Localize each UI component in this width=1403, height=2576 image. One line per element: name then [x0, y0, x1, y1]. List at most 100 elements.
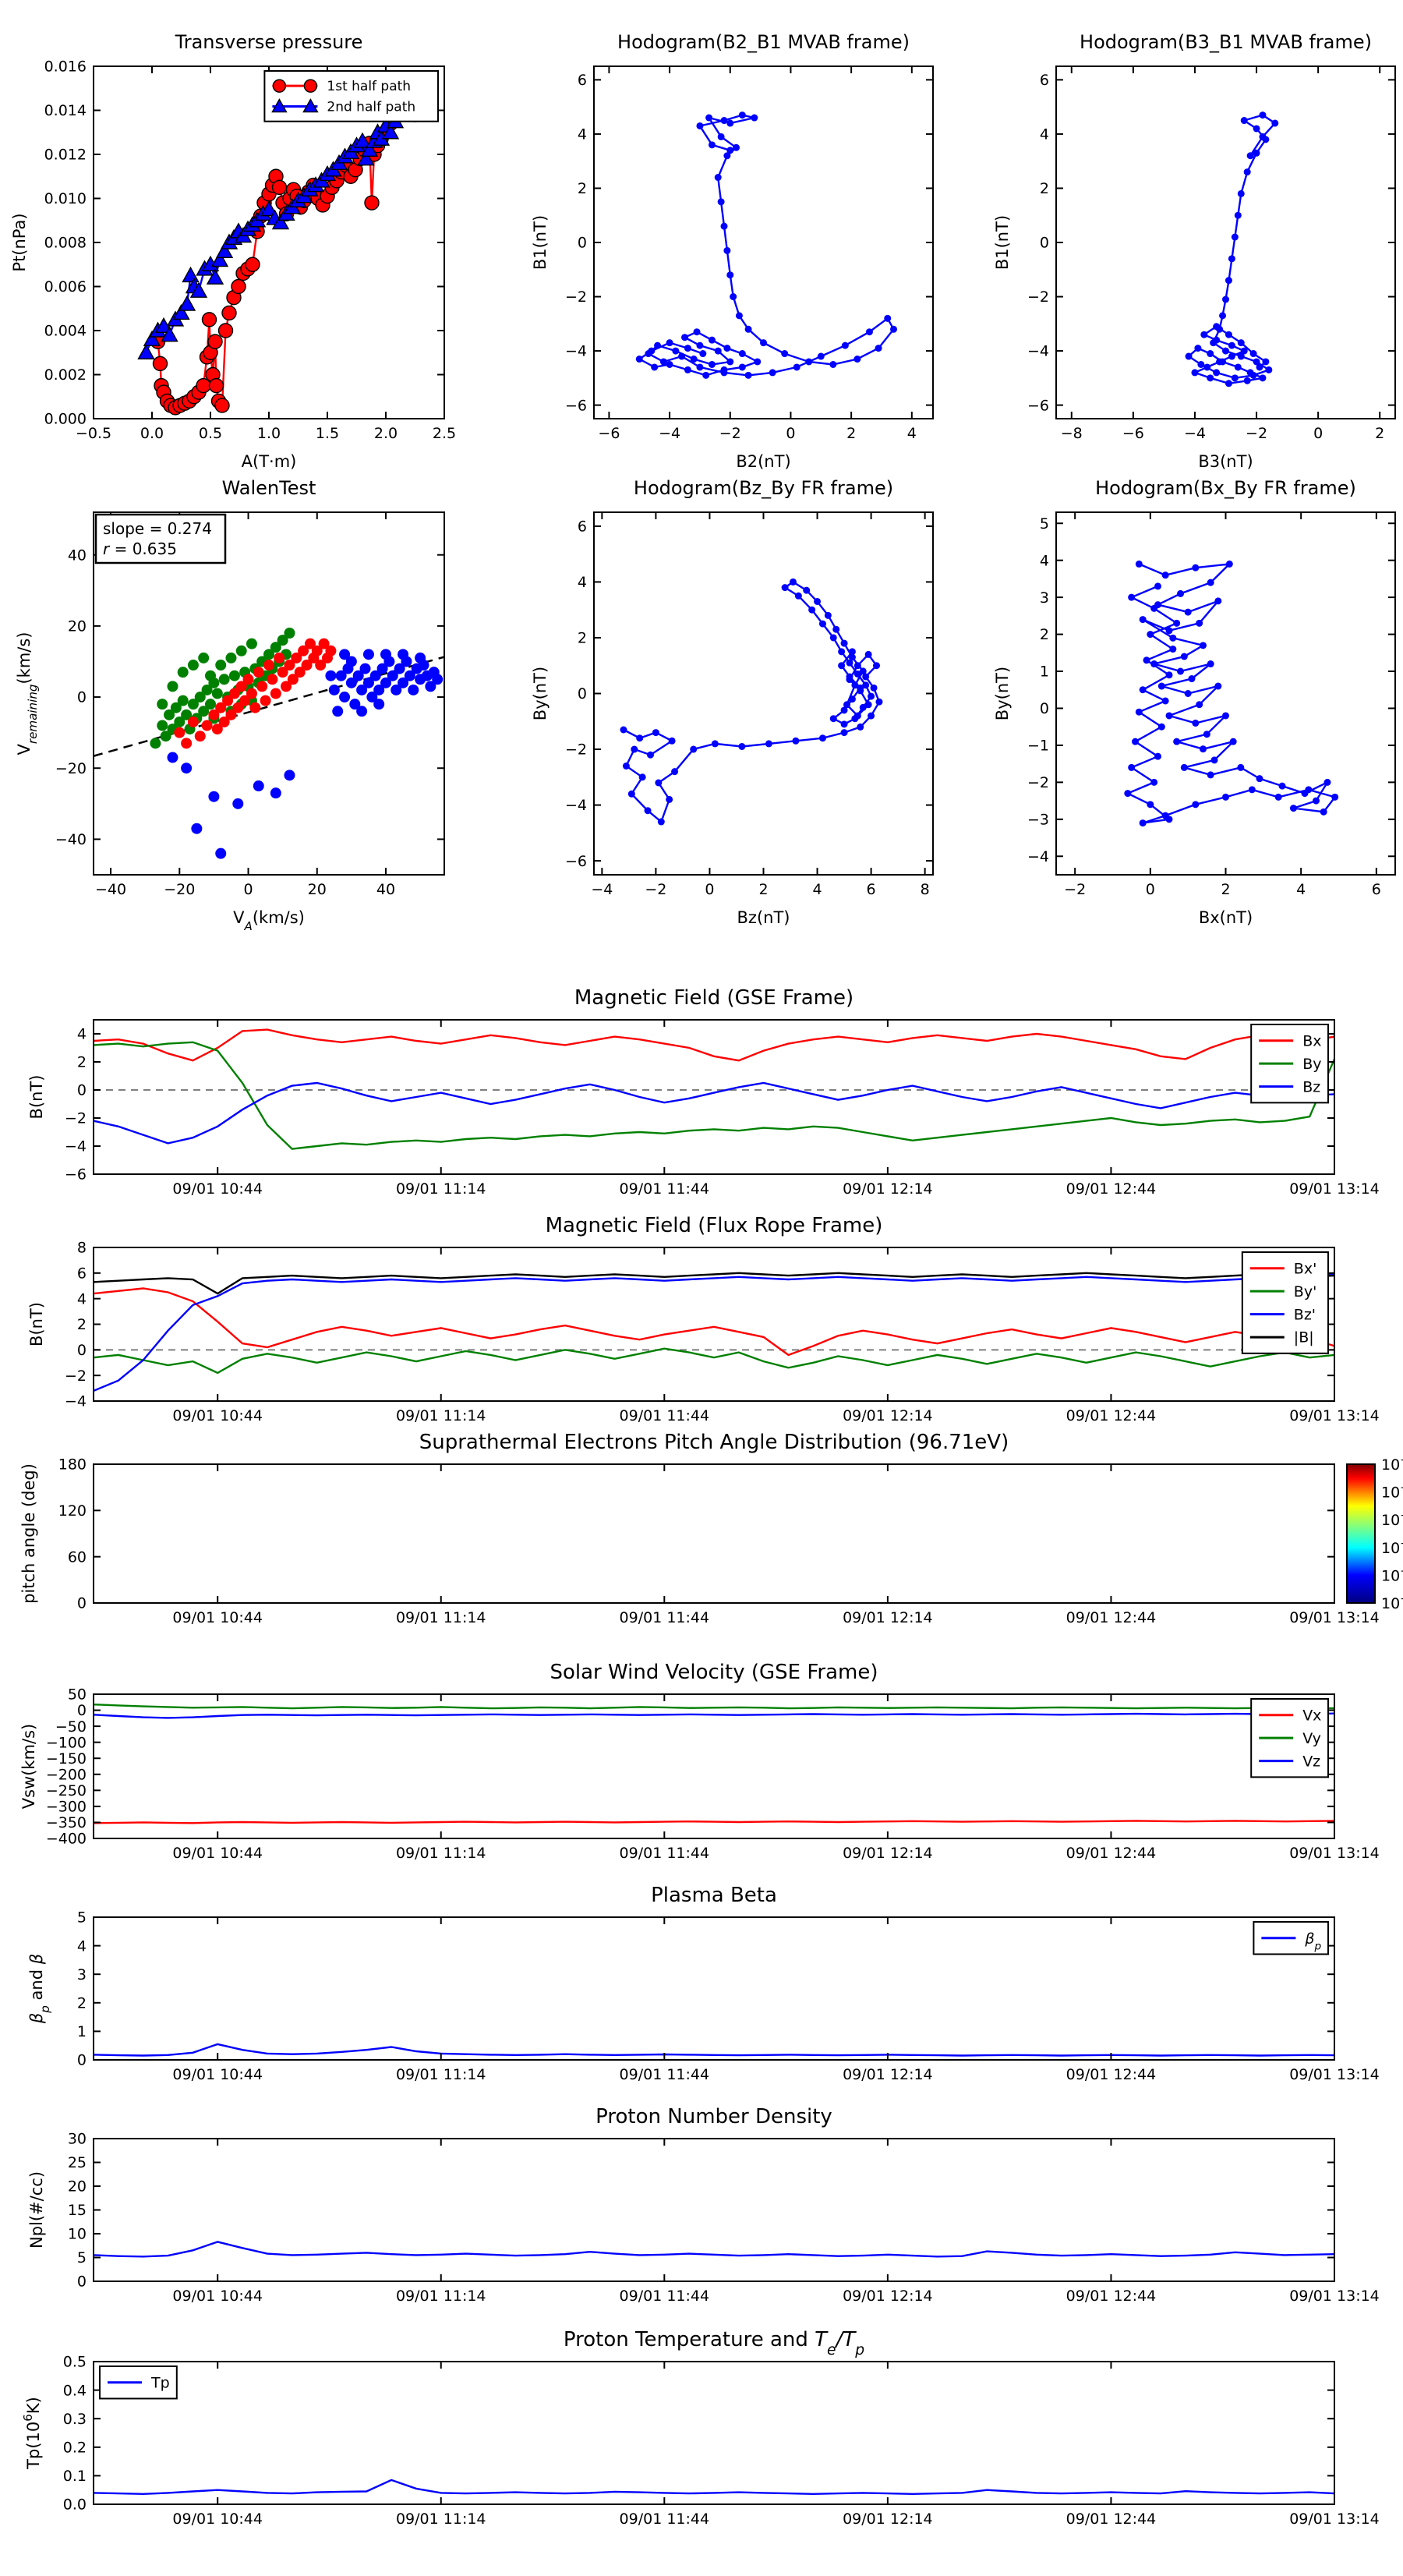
- walen-test-annotation: slope = 0.274 r = 0.635: [94, 513, 227, 564]
- series-beta-p: [94, 2043, 1334, 2057]
- x-tick-label: 09/01 12:14: [843, 2066, 933, 2083]
- y-tick-label: −2: [565, 288, 587, 306]
- proton-density-title: Proton Number Density: [595, 2105, 832, 2128]
- x-tick-label: 0: [243, 881, 253, 898]
- x-tick-label: −4: [591, 881, 613, 898]
- hodogram-bx-by-plot-area: [1124, 560, 1339, 827]
- y-tick-label: 0.5: [63, 2354, 87, 2371]
- series-bzby-path: [620, 578, 883, 826]
- colorbar-tick-label: 10−26: [1381, 1454, 1403, 1474]
- y-tick-label: −6: [565, 397, 587, 414]
- hodogram-b3-b1-plot-area: [1185, 111, 1279, 387]
- series-Bz: [94, 1081, 1334, 1145]
- y-tick-label: −4: [1027, 848, 1049, 865]
- x-tick-label: 09/01 13:14: [1289, 1845, 1380, 1862]
- x-tick-label: 09/01 10:44: [172, 2288, 263, 2305]
- y-tick-label: 3: [1040, 589, 1049, 607]
- y-tick-label: 40: [68, 547, 87, 564]
- series-Npl: [94, 2241, 1334, 2258]
- y-tick-label: 0: [77, 1595, 87, 1612]
- panel-proton-density: 09/01 10:44 09/01 11:14 09/01 11:44 09/01 1…: [27, 2105, 1380, 2305]
- y-tick-label: 2: [1040, 626, 1049, 643]
- y-tick-label: 60: [68, 1548, 87, 1566]
- x-tick-label: −2: [719, 425, 741, 442]
- plasma-beta-title: Plasma Beta: [651, 1884, 777, 1907]
- y-tick-label: 0.0: [63, 2496, 87, 2514]
- plasma-beta-plot-area: [94, 2043, 1334, 2057]
- panel-hodogram-b2-b1: −6 −4 −2 0 2 4 −6 −4 −2 0 2 4 6 Hodogram(B2_B1 MVAB f…: [531, 31, 934, 471]
- y-tick-label: −4: [65, 1393, 87, 1410]
- y-tick-label: −4: [565, 343, 587, 360]
- legend-label: Vz: [1302, 1753, 1320, 1770]
- x-tick-label: 09/01 11:14: [396, 1609, 486, 1626]
- x-tick-label: 2.5: [433, 425, 456, 442]
- x-tick-label: 1.0: [257, 425, 281, 442]
- transverse-pressure-ylabel: Pt(nPa): [10, 213, 29, 271]
- y-tick-label: −2: [1027, 774, 1049, 791]
- y-tick-label: 180: [58, 1456, 87, 1474]
- plasma-beta-legend: βp: [1253, 1921, 1329, 1955]
- proton-temperature-title: Proton Temperature and Te/Tp: [564, 2328, 864, 2358]
- transverse-pressure-plot-area: [137, 74, 423, 416]
- y-tick-label: 2: [77, 1994, 87, 2012]
- y-tick-label: 0.3: [63, 2411, 87, 2428]
- legend-label: Bx: [1302, 1032, 1321, 1049]
- y-tick-label: −250: [46, 1782, 87, 1799]
- y-tick-label: 2: [77, 1054, 87, 1071]
- y-tick-label: 6: [1040, 72, 1049, 89]
- y-tick-label: 0: [578, 685, 587, 702]
- legend-label: 1st half path: [327, 79, 411, 94]
- x-tick-label: 09/01 10:44: [172, 1609, 263, 1626]
- legend-label: Bx': [1294, 1260, 1317, 1277]
- x-tick-label: 09/01 12:14: [843, 1180, 933, 1198]
- y-tick-label: 2: [1040, 180, 1049, 197]
- legend-label: 2nd half path: [327, 99, 415, 115]
- x-tick-label: −4: [1184, 425, 1206, 442]
- annotation-line: slope = 0.274: [103, 519, 212, 538]
- y-tick-label: 4: [1040, 552, 1049, 569]
- x-tick-label: 2: [758, 881, 768, 898]
- legend-label: Bz': [1294, 1306, 1316, 1323]
- x-tick-label: 09/01 13:14: [1289, 2288, 1380, 2305]
- x-tick-label: 0: [705, 881, 714, 898]
- series-b3b1-path: [1185, 111, 1279, 387]
- hodogram-b3-b1-title: Hodogram(B3_B1 MVAB frame): [1080, 31, 1372, 53]
- series-2nd-half-path: [137, 99, 414, 359]
- mag-field-gse-plot-area: [94, 1028, 1334, 1150]
- hodogram-bz-by-xlabel: Bz(nT): [737, 908, 790, 927]
- annotation-line: r = 0.635: [103, 540, 177, 558]
- x-tick-label: 09/01 11:14: [396, 2066, 486, 2083]
- y-tick-label: 5: [77, 1909, 87, 1927]
- solar-wind-velocity-ylabel: Vsw(km/s): [19, 1724, 38, 1810]
- x-tick-label: 6: [867, 881, 876, 898]
- x-tick-label: 0.5: [199, 425, 222, 442]
- hodogram-b3-b1-ylabel: B1(nT): [993, 215, 1012, 270]
- series-Vx: [94, 1820, 1334, 1824]
- y-tick-label: 0: [77, 2273, 87, 2291]
- hodogram-bx-by-ylabel: By(nT): [993, 667, 1012, 720]
- x-tick-label: 09/01 12:14: [843, 2288, 933, 2305]
- x-tick-label: 4: [813, 881, 822, 898]
- y-tick-label: −300: [46, 1799, 87, 1816]
- x-tick-label: 09/01 13:14: [1289, 1407, 1380, 1424]
- mag-field-gse-ylabel: B(nT): [27, 1075, 46, 1120]
- x-tick-label: −6: [598, 425, 620, 442]
- y-tick-label: 2: [578, 630, 587, 647]
- x-tick-label: 09/01 11:44: [620, 1845, 710, 1862]
- y-tick-label: 4: [77, 1026, 87, 1043]
- x-tick-label: 09/01 10:44: [172, 2511, 263, 2528]
- y-tick-label: 10: [68, 2226, 87, 2243]
- x-tick-label: 09/01 13:14: [1289, 1609, 1380, 1626]
- y-tick-label: 0: [578, 235, 587, 252]
- x-tick-label: −2: [1064, 881, 1086, 898]
- legend-label: Vy: [1302, 1730, 1321, 1747]
- hodogram-bz-by-ylabel: By(nT): [531, 667, 550, 720]
- x-tick-label: 09/01 11:44: [620, 1407, 710, 1424]
- y-tick-label: 4: [1040, 126, 1049, 143]
- y-tick-label: 0.4: [63, 2382, 87, 2399]
- x-tick-label: 09/01 11:44: [620, 2288, 710, 2305]
- pitch-angle-colorbar: 10−26 10−27 10−28 10−29 10−30 10−31: [1346, 1454, 1403, 1612]
- y-tick-label: −3: [1027, 811, 1049, 828]
- series-bxby-path: [1124, 560, 1339, 827]
